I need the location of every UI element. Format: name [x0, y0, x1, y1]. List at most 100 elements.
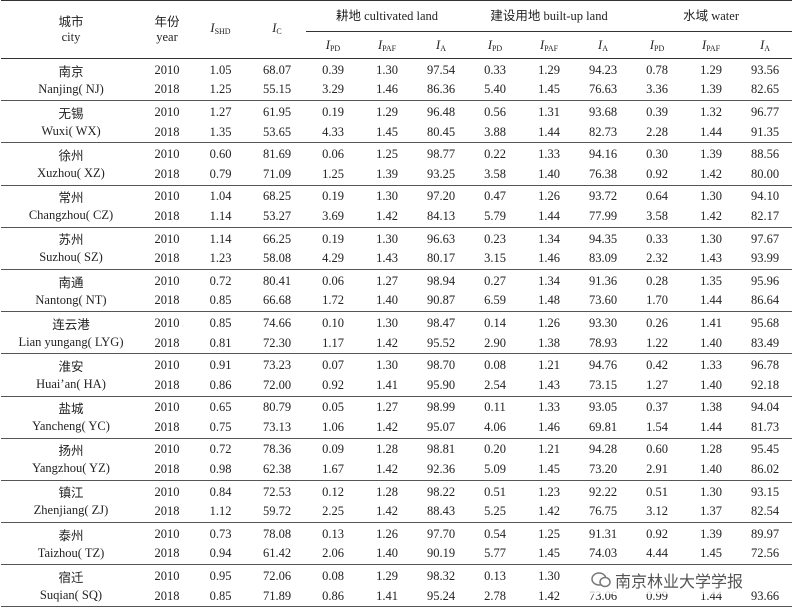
watermark-text: 南京林业大学学报 — [615, 572, 744, 591]
watermark-icon — [591, 572, 611, 588]
value-cell: 0.23 — [484, 231, 506, 246]
year-cell: 2018 — [141, 248, 193, 270]
value-cell: 1.31 — [538, 104, 560, 119]
table-row: 2018 1.12 59.72 2.25 1.42 88.43 5.25 1.42 76.75 3… — [1, 501, 793, 524]
symbol: I — [760, 37, 765, 52]
value-cell: 0.85 — [209, 315, 232, 330]
value-cell: 0.14 — [484, 315, 506, 330]
city-cell: 苏州 Suzhou( SZ) — [1, 227, 141, 270]
value-cell: 0.73 — [209, 526, 232, 541]
value-cell: 1.42 — [522, 585, 577, 608]
value-cell: 1.39 — [360, 163, 414, 186]
value-cell: 1.72 — [306, 290, 360, 313]
value-cell: 1.30 — [700, 484, 722, 499]
subheader-cell: IPD — [306, 32, 360, 59]
value-cell: 3.69 — [306, 206, 360, 228]
value-cell: 84.13 — [414, 206, 469, 228]
value-cell: 0.60 — [646, 442, 668, 457]
value-cell: 0.13 — [484, 569, 506, 584]
subscript: SHD — [214, 26, 231, 36]
year-cell: 2010 — [154, 315, 180, 330]
value-cell: 1.29 — [538, 62, 560, 77]
value-cell: 73.20 — [576, 459, 631, 481]
value-cell: 82.54 — [738, 501, 793, 524]
city-en: Xuzhou( XZ) — [37, 165, 105, 180]
value-cell: 1.28 — [376, 484, 398, 499]
city-zh: 镇江 — [58, 486, 84, 501]
value-cell: 1.37 — [684, 501, 739, 524]
value-cell: 1.30 — [538, 569, 560, 584]
city-en: Suqian( SQ) — [39, 587, 103, 602]
value-cell: 59.72 — [248, 501, 306, 524]
city-cell: 泰州 Taizhou( TZ) — [1, 522, 141, 566]
header-cell: ISHD — [193, 1, 248, 59]
table-row: 苏州 Suzhou( SZ) 2010 1.14 66.25 0.19 1.30 96.63 0… — [1, 227, 792, 270]
city-en: Yangzhou( YZ) — [32, 461, 110, 476]
value-cell: 0.08 — [322, 569, 344, 584]
value-cell: 80.79 — [262, 400, 292, 415]
value-cell: 1.46 — [360, 79, 414, 102]
value-cell: 1.40 — [684, 332, 739, 355]
table-row: 2018 1.14 53.27 3.69 1.42 84.13 5.79 1.44 77.99 3… — [1, 206, 793, 228]
value-cell: 76.63 — [576, 79, 631, 102]
table-row: 2018 1.23 58.08 4.29 1.43 80.17 3.15 1.46 83.09 2… — [1, 248, 793, 270]
value-cell: 78.08 — [262, 526, 292, 541]
value-cell: 5.40 — [468, 79, 523, 102]
symbol: I — [272, 20, 277, 35]
value-cell: 97.70 — [426, 526, 456, 541]
value-cell: 1.32 — [700, 104, 722, 119]
value-cell: 0.94 — [193, 543, 248, 566]
value-cell: 0.19 — [322, 231, 344, 246]
value-cell: 4.06 — [468, 417, 523, 439]
value-cell: 1.25 — [538, 526, 560, 541]
value-cell: 92.36 — [414, 459, 469, 481]
header-row: 城市 city 年份 year ISHD IC 耕地 cultivated land 建设用地… — [1, 0, 793, 44]
table-row: 常州 Changzhou( CZ) 2010 1.04 68.25 0.19 1.30 97.… — [1, 185, 792, 228]
value-cell: 68.25 — [262, 189, 292, 204]
value-cell: 93.15 — [750, 484, 780, 499]
table-row: 2018 0.79 71.09 1.25 1.39 93.25 3.58 1.40 76.38 0… — [1, 163, 793, 186]
value-cell: 1.28 — [376, 442, 398, 457]
group-header: 水域 water — [630, 0, 793, 32]
value-cell: 0.91 — [209, 358, 232, 373]
value-cell: 0.81 — [193, 332, 248, 355]
table-row: 镇江 Zhenjiang( ZJ) 2010 0.84 72.53 0.12 1.28 98.… — [1, 480, 792, 524]
value-cell: 1.48 — [522, 290, 577, 313]
header-cell: 城市 city — [1, 1, 141, 59]
value-cell: 5.25 — [468, 501, 523, 524]
value-cell: 95.52 — [414, 332, 469, 355]
value-cell: 1.06 — [306, 417, 360, 439]
value-cell: 0.37 — [646, 400, 668, 415]
value-cell: 0.11 — [484, 400, 506, 415]
value-cell: 1.40 — [684, 374, 739, 397]
value-cell: 80.45 — [414, 121, 469, 144]
value-cell: 1.04 — [209, 189, 232, 204]
value-cell: 95.07 — [414, 417, 469, 439]
value-cell: 1.26 — [538, 189, 560, 204]
year-cell: 2010 — [154, 231, 180, 246]
value-cell: 0.39 — [646, 104, 668, 119]
value-cell: 1.45 — [522, 543, 577, 566]
value-cell: 90.87 — [414, 290, 469, 313]
value-cell: 1.43 — [684, 248, 739, 270]
header-en: city — [61, 29, 81, 44]
value-cell: 1.21 — [538, 442, 560, 457]
value-cell: 1.38 — [700, 400, 722, 415]
value-cell: 1.14 — [209, 231, 232, 246]
table-row: 2018 0.81 72.30 1.17 1.42 95.52 2.90 1.38 78.93 1… — [1, 332, 793, 355]
value-cell: 0.85 — [193, 290, 248, 313]
value-cell: 1.42 — [522, 501, 577, 524]
value-cell: 82.17 — [738, 206, 793, 228]
year-cell: 2010 — [154, 273, 180, 288]
value-cell: 94.16 — [588, 147, 618, 162]
city-zh: 泰州 — [58, 528, 84, 543]
value-cell: 1.30 — [376, 315, 398, 330]
value-cell: 1.35 — [700, 273, 722, 288]
value-cell: 74.03 — [576, 543, 631, 566]
value-cell: 66.25 — [262, 231, 292, 246]
value-cell: 0.72 — [209, 273, 232, 288]
value-cell: 1.30 — [376, 62, 398, 77]
value-cell: 69.81 — [576, 417, 631, 439]
table-row: 宿迁 Suqian( SQ) 2010 0.95 72.06 0.08 1.29 98.32 0… — [1, 564, 792, 608]
